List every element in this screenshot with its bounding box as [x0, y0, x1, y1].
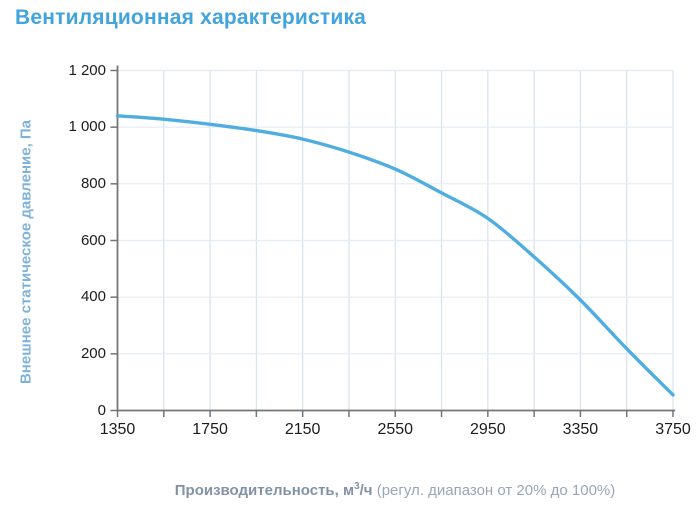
x-axis-label: Производительность, м3/ч (регул. диапазо…: [95, 477, 695, 501]
y-tick-label: 800: [80, 174, 106, 192]
x-axis-label-superscript: 3: [354, 481, 360, 492]
x-tick-label: 1750: [192, 421, 228, 438]
y-tick-label: 600: [80, 231, 106, 249]
y-tick-label: 400: [80, 288, 106, 306]
x-tick-label: 2150: [284, 421, 321, 438]
y-tick-label: 1 000: [68, 118, 106, 136]
x-tick-label: 3350: [562, 421, 599, 438]
x-tick-label: 2550: [377, 421, 414, 438]
x-tick-label: 2950: [470, 421, 506, 438]
x-axis-label-main: Производительность, м: [174, 482, 355, 499]
fan-curve-line: [115, 114, 675, 397]
x-tick-label: 3750: [655, 421, 691, 438]
y-tick-label: 1 200: [68, 61, 106, 79]
y-tick-label: 200: [80, 344, 106, 362]
y-tick-label: 0: [97, 401, 106, 419]
x-axis-label-note: (регул. диапазон от 20% до 100%): [372, 482, 616, 499]
chart-title: Вентиляционная характеристика: [15, 6, 367, 29]
x-tick-label: 1350: [99, 421, 136, 438]
x-axis-label-unit: /ч: [359, 482, 373, 499]
